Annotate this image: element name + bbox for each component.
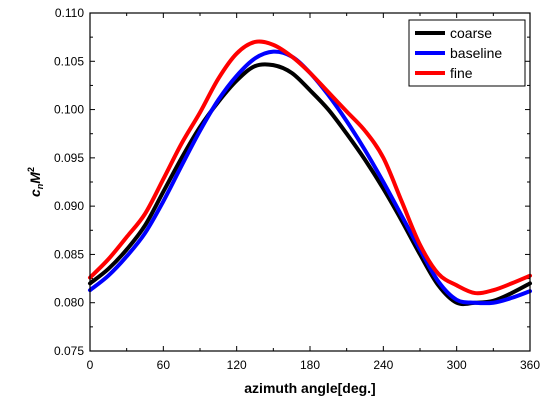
y-axis-label: cnM2	[26, 167, 45, 197]
x-tick-label: 240	[373, 358, 393, 372]
x-tick-label: 60	[157, 358, 171, 372]
x-tick-label: 120	[227, 358, 247, 372]
x-axis-label: azimuth angle[deg.]	[244, 380, 375, 396]
legend-label-coarse: coarse	[450, 25, 492, 41]
x-tick-label: 0	[87, 358, 94, 372]
y-axis-label-main: M	[27, 172, 43, 184]
y-tick-label: 0.105	[54, 54, 84, 68]
y-tick-label: 0.110	[55, 6, 84, 20]
series-line-coarse	[88, 62, 532, 307]
y-axis-label-sub: n	[35, 183, 45, 189]
plot-frame	[89, 12, 531, 352]
y-tick-label: 0.095	[54, 151, 84, 165]
y-axis-label-base: c	[27, 189, 43, 197]
series-line-fine	[88, 39, 532, 296]
y-tick-label: 0.085	[54, 247, 84, 261]
y-axis-label-sup: 2	[26, 167, 36, 172]
y-tick-label: 0.100	[54, 103, 84, 117]
x-axis-ticks: 0 60 120 180 240 300 360	[87, 13, 540, 372]
x-tick-label: 180	[300, 358, 320, 372]
x-tick-label: 300	[447, 358, 467, 372]
y-tick-label: 0.080	[54, 296, 84, 310]
legend: coarse baseline fine	[408, 19, 526, 87]
y-axis-ticks: 0.075 0.080 0.085 0.090 0.095 0.100 0.105 0.110	[54, 6, 530, 358]
series-layer	[88, 39, 532, 307]
legend-label-fine: fine	[450, 65, 473, 81]
legend-label-baseline: baseline	[450, 45, 502, 61]
y-tick-label: 0.090	[54, 199, 84, 213]
y-tick-label: 0.075	[54, 344, 84, 358]
x-tick-label: 360	[520, 358, 540, 372]
